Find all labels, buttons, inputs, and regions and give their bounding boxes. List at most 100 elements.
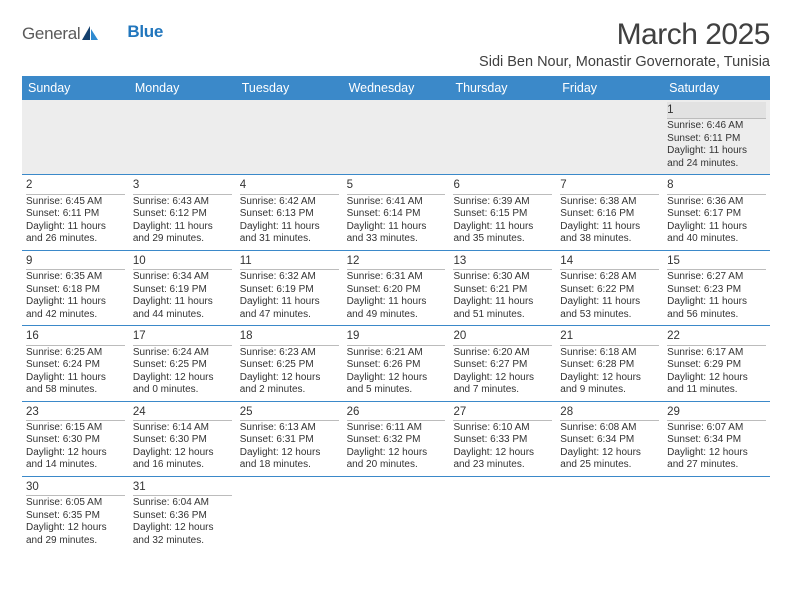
day-number: 25	[240, 404, 339, 421]
day-number: 5	[347, 177, 446, 194]
daylight-text-2: and 56 minutes.	[667, 309, 766, 322]
sunrise-text: Sunrise: 6:30 AM	[453, 271, 552, 284]
calendar-week: 16Sunrise: 6:25 AMSunset: 6:24 PMDayligh…	[22, 326, 770, 401]
calendar-week: 2Sunrise: 6:45 AMSunset: 6:11 PMDaylight…	[22, 175, 770, 250]
day-number: 24	[133, 404, 232, 421]
sunset-text: Sunset: 6:32 PM	[347, 434, 446, 447]
daylight-text-2: and 23 minutes.	[453, 459, 552, 472]
calendar-cell	[129, 100, 236, 174]
sunset-text: Sunset: 6:21 PM	[453, 284, 552, 297]
daylight-text-1: Daylight: 11 hours	[240, 221, 339, 234]
sunset-text: Sunset: 6:13 PM	[240, 208, 339, 221]
calendar-cell: 13Sunrise: 6:30 AMSunset: 6:21 PMDayligh…	[449, 251, 556, 325]
sunrise-text: Sunrise: 6:45 AM	[26, 196, 125, 209]
sunset-text: Sunset: 6:12 PM	[133, 208, 232, 221]
day-info: Sunrise: 6:24 AMSunset: 6:25 PMDaylight:…	[133, 347, 232, 397]
day-info: Sunrise: 6:18 AMSunset: 6:28 PMDaylight:…	[560, 347, 659, 397]
day-info: Sunrise: 6:23 AMSunset: 6:25 PMDaylight:…	[240, 347, 339, 397]
calendar-cell: 6Sunrise: 6:39 AMSunset: 6:15 PMDaylight…	[449, 175, 556, 249]
sunset-text: Sunset: 6:18 PM	[26, 284, 125, 297]
sunrise-text: Sunrise: 6:13 AM	[240, 422, 339, 435]
daylight-text-1: Daylight: 11 hours	[667, 296, 766, 309]
daylight-text-1: Daylight: 11 hours	[347, 221, 446, 234]
sunrise-text: Sunrise: 6:25 AM	[26, 347, 125, 360]
daylight-text-1: Daylight: 11 hours	[560, 296, 659, 309]
calendar-cell: 2Sunrise: 6:45 AMSunset: 6:11 PMDaylight…	[22, 175, 129, 249]
sunset-text: Sunset: 6:26 PM	[347, 359, 446, 372]
calendar-cell: 24Sunrise: 6:14 AMSunset: 6:30 PMDayligh…	[129, 402, 236, 476]
calendar-cell: 23Sunrise: 6:15 AMSunset: 6:30 PMDayligh…	[22, 402, 129, 476]
sunrise-text: Sunrise: 6:05 AM	[26, 497, 125, 510]
day-info: Sunrise: 6:46 AMSunset: 6:11 PMDaylight:…	[667, 120, 766, 170]
daylight-text-1: Daylight: 12 hours	[453, 447, 552, 460]
daylight-text-1: Daylight: 12 hours	[347, 372, 446, 385]
daylight-text-1: Daylight: 11 hours	[453, 221, 552, 234]
daylight-text-2: and 2 minutes.	[240, 384, 339, 397]
sunset-text: Sunset: 6:25 PM	[240, 359, 339, 372]
daylight-text-2: and 25 minutes.	[560, 459, 659, 472]
day-number: 28	[560, 404, 659, 421]
sunrise-text: Sunrise: 6:28 AM	[560, 271, 659, 284]
calendar-cell	[236, 100, 343, 174]
day-info: Sunrise: 6:11 AMSunset: 6:32 PMDaylight:…	[347, 422, 446, 472]
sunrise-text: Sunrise: 6:07 AM	[667, 422, 766, 435]
day-number: 1	[667, 102, 766, 119]
calendar-cell: 5Sunrise: 6:41 AMSunset: 6:14 PMDaylight…	[343, 175, 450, 249]
calendar-cell: 27Sunrise: 6:10 AMSunset: 6:33 PMDayligh…	[449, 402, 556, 476]
day-info: Sunrise: 6:13 AMSunset: 6:31 PMDaylight:…	[240, 422, 339, 472]
daylight-text-1: Daylight: 12 hours	[133, 372, 232, 385]
sunset-text: Sunset: 6:31 PM	[240, 434, 339, 447]
title-block: March 2025 Sidi Ben Nour, Monastir Gover…	[479, 18, 770, 70]
daylight-text-1: Daylight: 11 hours	[347, 296, 446, 309]
sunrise-text: Sunrise: 6:20 AM	[453, 347, 552, 360]
day-number: 20	[453, 328, 552, 345]
daylight-text-1: Daylight: 12 hours	[133, 447, 232, 460]
sunset-text: Sunset: 6:24 PM	[26, 359, 125, 372]
day-number: 11	[240, 253, 339, 270]
sunrise-text: Sunrise: 6:14 AM	[133, 422, 232, 435]
daylight-text-1: Daylight: 11 hours	[26, 372, 125, 385]
weekday-header: Friday	[556, 76, 663, 100]
day-info: Sunrise: 6:28 AMSunset: 6:22 PMDaylight:…	[560, 271, 659, 321]
sunrise-text: Sunrise: 6:34 AM	[133, 271, 232, 284]
calendar-cell: 18Sunrise: 6:23 AMSunset: 6:25 PMDayligh…	[236, 326, 343, 400]
calendar-cell: 14Sunrise: 6:28 AMSunset: 6:22 PMDayligh…	[556, 251, 663, 325]
daylight-text-2: and 47 minutes.	[240, 309, 339, 322]
calendar-cell: 8Sunrise: 6:36 AMSunset: 6:17 PMDaylight…	[663, 175, 770, 249]
sunset-text: Sunset: 6:33 PM	[453, 434, 552, 447]
day-info: Sunrise: 6:07 AMSunset: 6:34 PMDaylight:…	[667, 422, 766, 472]
daylight-text-2: and 31 minutes.	[240, 233, 339, 246]
month-title: March 2025	[479, 18, 770, 52]
daylight-text-1: Daylight: 12 hours	[667, 372, 766, 385]
daylight-text-2: and 32 minutes.	[133, 535, 232, 548]
day-number: 2	[26, 177, 125, 194]
brand-part1: General	[22, 24, 80, 44]
page-header: General Blue March 2025 Sidi Ben Nour, M…	[22, 18, 770, 70]
day-number: 16	[26, 328, 125, 345]
calendar-week: 9Sunrise: 6:35 AMSunset: 6:18 PMDaylight…	[22, 251, 770, 326]
sunrise-text: Sunrise: 6:42 AM	[240, 196, 339, 209]
sunset-text: Sunset: 6:15 PM	[453, 208, 552, 221]
sunset-text: Sunset: 6:30 PM	[26, 434, 125, 447]
daylight-text-2: and 18 minutes.	[240, 459, 339, 472]
daylight-text-1: Daylight: 12 hours	[667, 447, 766, 460]
daylight-text-2: and 44 minutes.	[133, 309, 232, 322]
daylight-text-2: and 40 minutes.	[667, 233, 766, 246]
sunset-text: Sunset: 6:29 PM	[667, 359, 766, 372]
sunset-text: Sunset: 6:19 PM	[133, 284, 232, 297]
sunrise-text: Sunrise: 6:24 AM	[133, 347, 232, 360]
calendar-cell: 15Sunrise: 6:27 AMSunset: 6:23 PMDayligh…	[663, 251, 770, 325]
day-number: 21	[560, 328, 659, 345]
calendar-cell	[22, 100, 129, 174]
day-info: Sunrise: 6:31 AMSunset: 6:20 PMDaylight:…	[347, 271, 446, 321]
sunrise-text: Sunrise: 6:43 AM	[133, 196, 232, 209]
day-number: 30	[26, 479, 125, 496]
weekday-header: Saturday	[663, 76, 770, 100]
day-info: Sunrise: 6:15 AMSunset: 6:30 PMDaylight:…	[26, 422, 125, 472]
day-number: 9	[26, 253, 125, 270]
sunset-text: Sunset: 6:36 PM	[133, 510, 232, 523]
day-number: 22	[667, 328, 766, 345]
daylight-text-2: and 5 minutes.	[347, 384, 446, 397]
day-info: Sunrise: 6:25 AMSunset: 6:24 PMDaylight:…	[26, 347, 125, 397]
sunrise-text: Sunrise: 6:46 AM	[667, 120, 766, 133]
